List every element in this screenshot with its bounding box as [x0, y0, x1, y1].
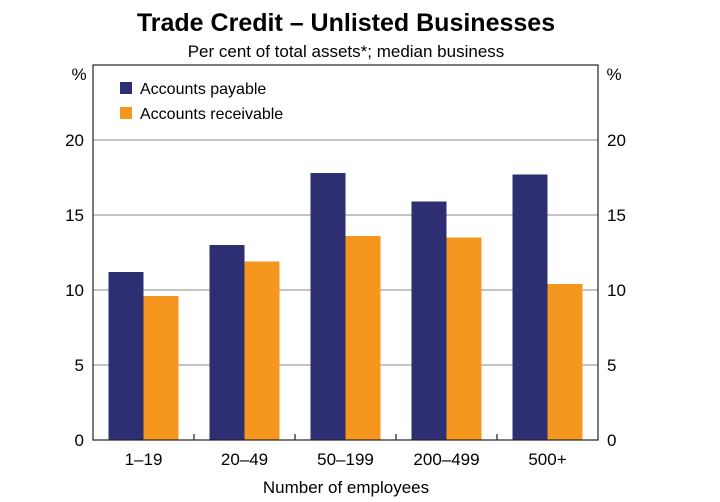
- chart-subtitle: Per cent of total assets*; median busine…: [188, 42, 505, 61]
- legend-label: Accounts receivable: [140, 106, 283, 123]
- bar-accounts-receivable: [446, 237, 482, 440]
- y-tick-label-right: 5: [607, 356, 616, 375]
- bar-accounts-payable: [512, 174, 548, 440]
- bar-accounts-receivable: [143, 296, 179, 440]
- y-axis-unit-left: %: [71, 65, 86, 84]
- legend-label: Accounts payable: [140, 81, 266, 98]
- x-tick-label: 50–199: [317, 450, 374, 469]
- chart-title: Trade Credit – Unlisted Businesses: [137, 9, 555, 37]
- x-axis-label: Number of employees: [263, 478, 429, 497]
- bar-accounts-payable: [411, 201, 447, 440]
- x-tick-label: 1–19: [125, 450, 163, 469]
- legend-swatch: [120, 107, 132, 119]
- y-tick-label-left: 5: [75, 356, 84, 375]
- x-tick-label: 20–49: [221, 450, 268, 469]
- bars: [108, 173, 583, 440]
- legend-swatch: [120, 82, 132, 94]
- x-tick-label: 200–499: [413, 450, 479, 469]
- y-tick-label-left: 20: [65, 131, 84, 150]
- bar-accounts-payable: [209, 245, 245, 440]
- y-axis-unit-right: %: [606, 65, 621, 84]
- y-tick-label-right: 20: [607, 131, 626, 150]
- plot-frame: [92, 64, 599, 441]
- y-tick-label-left: 15: [65, 206, 84, 225]
- y-tick-label-right: 10: [607, 281, 626, 300]
- bar-accounts-payable: [310, 173, 346, 440]
- legend: Accounts payable Accounts receivable: [120, 81, 283, 123]
- y-tick-label-right: 0: [607, 431, 616, 450]
- bar-accounts-receivable: [244, 261, 280, 440]
- axis-ticks: 0 0 5 5 10 10 15 15 20 20 1–19 20–49 50–199 200–499 50…: [65, 131, 626, 469]
- y-tick-label-left: 0: [75, 431, 84, 450]
- y-tick-label-right: 15: [607, 206, 626, 225]
- bar-accounts-payable: [108, 272, 144, 440]
- bar-accounts-receivable: [547, 284, 583, 440]
- x-tick-label: 500+: [528, 450, 566, 469]
- y-tick-label-left: 10: [65, 281, 84, 300]
- bar-accounts-receivable: [345, 236, 381, 440]
